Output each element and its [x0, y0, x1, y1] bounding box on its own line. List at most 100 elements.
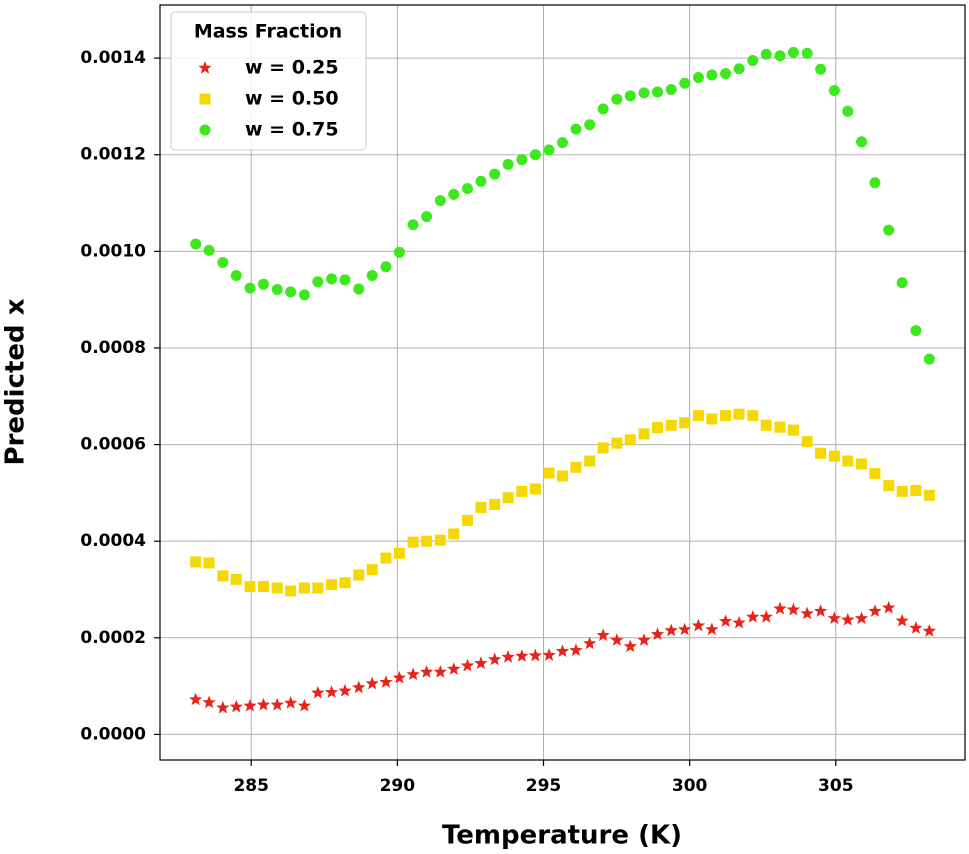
star-marker	[705, 622, 719, 636]
star-marker	[909, 621, 923, 634]
y-tick-label: 0.0002	[80, 628, 146, 648]
square-marker	[842, 455, 854, 467]
square-marker	[475, 501, 487, 513]
square-marker	[271, 582, 283, 594]
circle-marker	[393, 246, 405, 258]
star-marker	[488, 652, 502, 666]
square-marker	[570, 461, 582, 473]
star-marker	[596, 628, 610, 642]
circle-marker	[570, 123, 582, 135]
circle-marker	[815, 63, 827, 75]
square-marker	[217, 570, 229, 582]
star-marker	[868, 604, 882, 617]
star-marker	[270, 697, 284, 711]
circle-marker	[883, 224, 895, 236]
star-marker	[392, 670, 407, 684]
square-marker	[692, 410, 704, 422]
square-marker	[597, 442, 609, 454]
square-marker	[801, 436, 813, 448]
circle-marker	[448, 188, 460, 200]
star-marker	[813, 604, 828, 617]
square-marker	[611, 437, 623, 449]
star-marker	[678, 622, 692, 636]
circle-marker	[298, 289, 310, 301]
circle-marker	[489, 168, 501, 180]
star-marker	[379, 675, 393, 688]
star-marker	[773, 601, 787, 615]
square-marker	[421, 535, 433, 547]
circle-marker	[706, 69, 718, 81]
star-marker	[718, 614, 733, 628]
square-marker	[462, 514, 474, 526]
legend: Mass Fraction w = 0.25 w = 0.50 w = 0.75	[170, 11, 367, 151]
square-marker	[720, 410, 732, 422]
square-marker	[638, 428, 650, 440]
star-marker	[365, 676, 379, 690]
star-marker	[474, 656, 488, 670]
star-marker	[433, 665, 447, 678]
circle-marker	[651, 86, 663, 98]
square-marker	[883, 480, 895, 492]
circle-marker	[638, 87, 650, 99]
star-marker	[406, 667, 420, 681]
circle-marker	[679, 77, 691, 89]
square-marker	[923, 489, 935, 501]
star-marker	[447, 662, 461, 675]
circle-marker	[665, 84, 677, 96]
square-marker	[326, 579, 338, 591]
square-marker	[448, 528, 460, 540]
square-marker	[366, 564, 378, 576]
circle-marker	[203, 244, 215, 256]
circle-marker	[312, 276, 324, 288]
square-marker	[203, 557, 215, 569]
star-marker	[202, 695, 216, 709]
circle-marker	[462, 183, 474, 195]
circle-marker	[217, 256, 229, 268]
circle-marker	[529, 149, 541, 161]
legend-label: w = 0.25	[245, 57, 339, 79]
star-marker	[501, 650, 515, 663]
square-marker	[869, 468, 881, 480]
star-marker	[895, 613, 909, 627]
square-marker	[774, 421, 786, 433]
square-marker	[706, 413, 718, 425]
circle-marker	[257, 278, 269, 290]
x-tick-label: 295	[526, 776, 562, 796]
square-marker	[787, 424, 799, 436]
square-marker	[910, 484, 922, 496]
square-marker	[339, 577, 351, 589]
square-marker	[760, 419, 772, 431]
legend-label: w = 0.50	[245, 88, 339, 110]
square-marker	[434, 534, 446, 546]
star-marker	[800, 606, 814, 620]
star-marker	[569, 643, 583, 657]
square-marker	[733, 408, 745, 420]
circle-marker	[285, 286, 297, 298]
circle-marker	[475, 175, 487, 187]
y-tick-label: 0.0014	[80, 48, 146, 68]
square-marker	[190, 556, 202, 568]
star-marker	[759, 610, 773, 623]
legend-label: w = 0.75	[245, 119, 339, 141]
x-tick-label: 290	[380, 776, 416, 796]
square-marker	[298, 582, 310, 594]
circle-marker	[326, 273, 338, 285]
circle-marker	[828, 84, 840, 96]
star-marker	[297, 698, 312, 712]
star-marker	[243, 698, 257, 712]
square-marker	[529, 483, 541, 495]
star-marker	[555, 644, 570, 657]
square-marker	[815, 447, 827, 459]
circle-marker	[502, 158, 514, 170]
circle-marker	[856, 136, 868, 148]
circle-marker	[896, 277, 908, 289]
star-marker	[827, 611, 841, 625]
circle-marker	[271, 284, 283, 296]
star-marker	[352, 680, 366, 694]
square-marker	[557, 470, 568, 482]
square-marker	[257, 581, 269, 593]
circle-marker	[692, 71, 704, 83]
circle-marker	[747, 55, 759, 67]
square-marker	[244, 581, 256, 593]
